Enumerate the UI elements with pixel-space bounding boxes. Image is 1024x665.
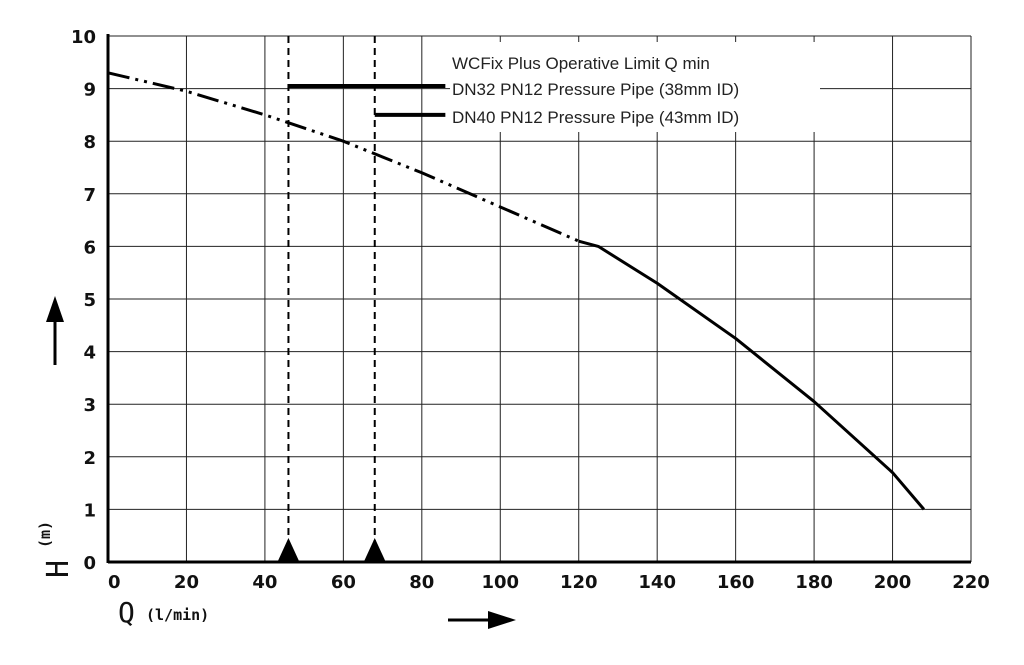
x-tick-label: 60 [331,572,356,593]
marker-triangle [363,538,386,562]
x-axis-unit: (l/min) [146,606,209,624]
x-tick-label: 120 [560,572,598,593]
y-tick-label: 8 [83,132,96,153]
x-tick-label: 80 [409,572,434,593]
y-axis-label: H [41,560,76,578]
y-tick-label: 1 [83,500,96,521]
markers [277,36,386,562]
y-tick-label: 7 [83,185,96,206]
x-tick-label: 20 [174,572,199,593]
x-tick-label: 40 [252,572,277,593]
y-tick-label: 6 [83,237,96,258]
x-arrow-icon [448,611,516,629]
marker-triangle [277,538,300,562]
y-tick-label: 10 [71,27,96,48]
x-tick-label: 220 [952,572,990,593]
x-tick-label: 200 [874,572,912,593]
x-tick-label: 180 [795,572,833,593]
legend-dn40: DN40 PN12 Pressure Pipe (43mm ID) [452,108,739,127]
y-tick-label: 9 [83,80,96,101]
series-line [578,239,926,511]
series [107,71,926,511]
y-tick-label: 3 [83,395,96,416]
x-tick-label: 140 [638,572,676,593]
y-tick-label: 5 [83,290,96,311]
legend-background [450,42,820,132]
tick-labels: 0 20 40 60 80 100 120 140 160 180 200 220 0 1 2 3 4 5 6 7 8 9… [71,27,990,593]
y-tick-label: 0 [83,553,96,574]
series-line [107,71,580,243]
x-tick-label: 0 [108,572,121,593]
legend-dn32: DN32 PN12 Pressure Pipe (38mm ID) [452,80,739,99]
y-tick-label: 2 [83,448,96,469]
y-tick-label: 4 [83,343,96,364]
x-axis-label: Q [118,596,135,629]
legend-operative-limit: WCFix Plus Operative Limit Q min [452,54,710,73]
y-axis-unit: (m) [36,521,54,548]
x-tick-label: 100 [481,572,519,593]
legend-lines [288,83,446,117]
y-arrow-icon [46,296,64,365]
x-tick-label: 160 [717,572,755,593]
